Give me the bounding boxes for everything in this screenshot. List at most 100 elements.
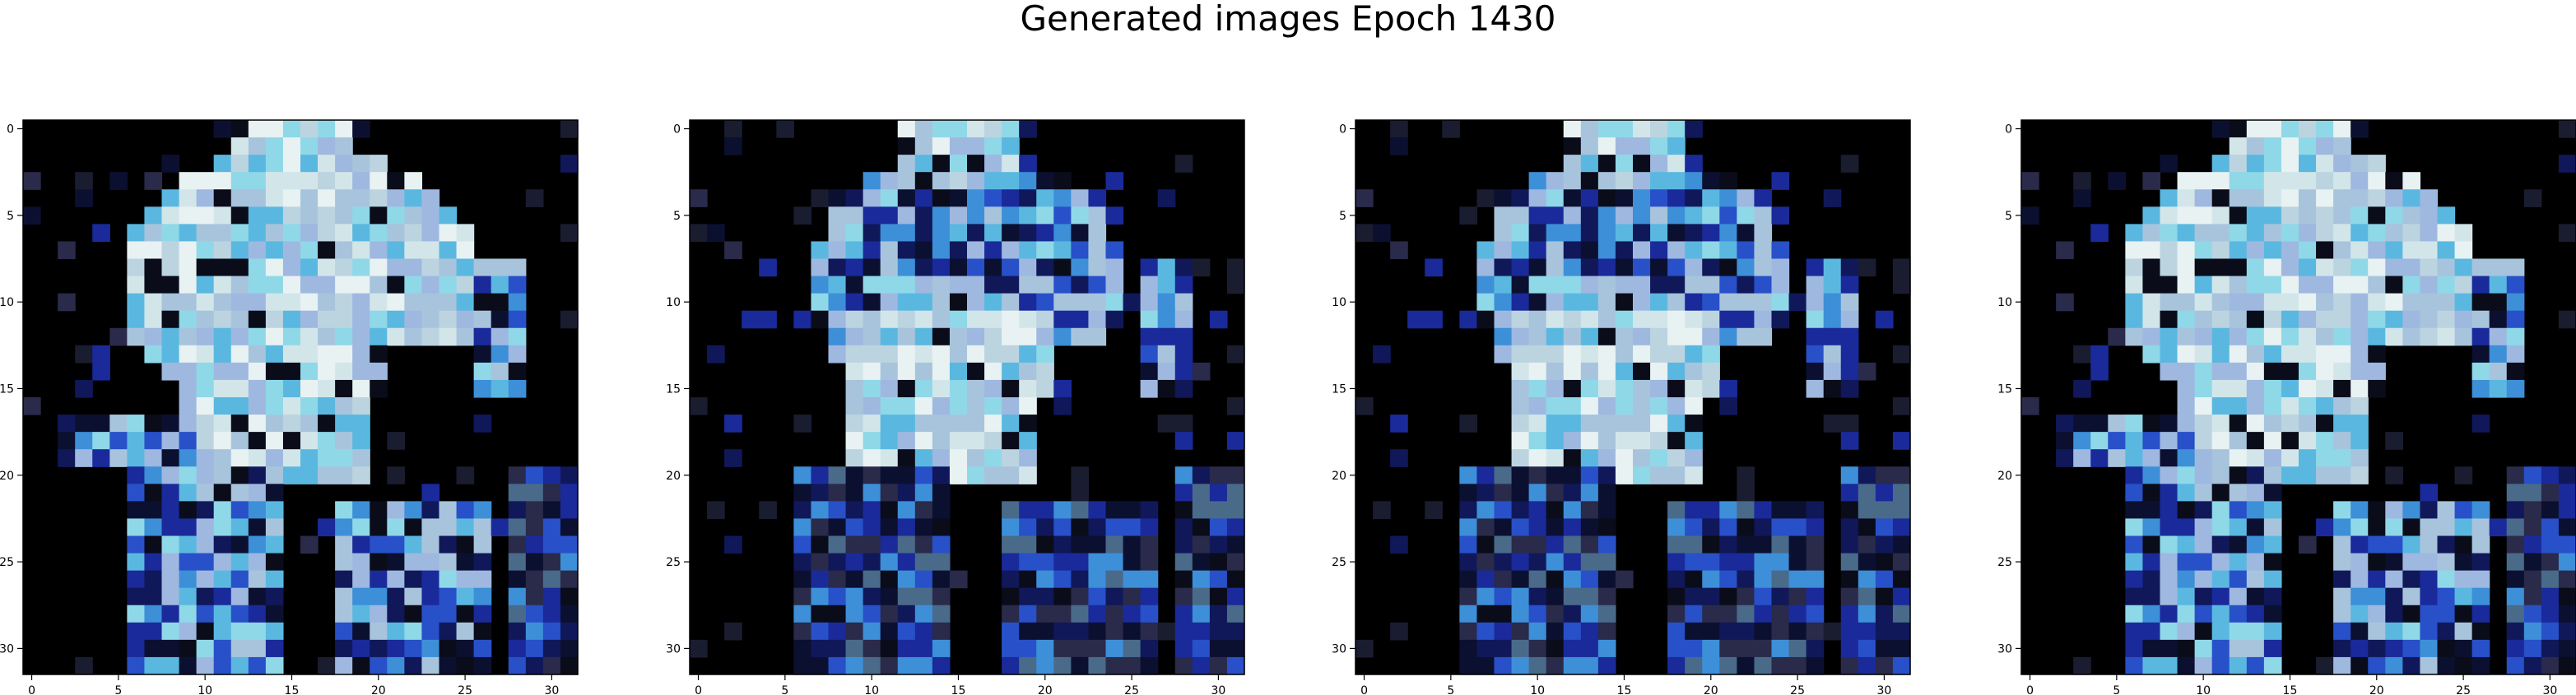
pixel — [2316, 415, 2334, 433]
pixel — [863, 276, 881, 294]
pixel — [2385, 518, 2403, 536]
pixel — [197, 345, 215, 364]
pixel — [421, 189, 439, 207]
pixel — [1019, 294, 1037, 312]
pixel — [2264, 137, 2282, 155]
pixel — [370, 380, 388, 398]
pixel — [1650, 380, 1668, 398]
pixel — [2264, 363, 2282, 381]
x-tick-label: 15 — [1617, 684, 1632, 695]
pixel — [266, 276, 284, 294]
pixel — [2402, 536, 2420, 554]
pixel — [179, 466, 198, 484]
pixel — [1876, 588, 1894, 606]
pixel — [1158, 311, 1176, 329]
pixel — [1806, 363, 1825, 381]
pixel — [231, 484, 249, 502]
pixel — [2178, 518, 2196, 536]
pixel — [690, 224, 708, 242]
pixel — [1616, 432, 1634, 450]
pixel — [915, 657, 933, 675]
pixel — [1702, 241, 1720, 259]
pixel — [898, 588, 916, 606]
pixel — [2160, 449, 2178, 467]
pixel — [543, 657, 561, 675]
pixel — [2559, 554, 2576, 572]
pixel — [1193, 554, 1211, 572]
pixel — [2402, 206, 2420, 225]
pixel — [863, 657, 881, 675]
pixel — [2142, 605, 2160, 623]
pixel — [474, 311, 492, 329]
pixel — [1019, 449, 1037, 467]
pixel — [881, 657, 899, 675]
pixel — [266, 554, 284, 572]
pixel — [231, 363, 249, 381]
pixel — [950, 415, 968, 433]
y-tick-label: 0 — [1339, 123, 1346, 137]
pixel — [2160, 536, 2178, 554]
pixel — [1841, 554, 1859, 572]
pixel — [1772, 206, 1790, 225]
pixel — [829, 345, 847, 364]
pixel — [560, 640, 579, 658]
pixel — [2230, 415, 2248, 433]
pixel — [474, 657, 492, 675]
pixel — [1227, 571, 1245, 589]
pixel — [179, 554, 198, 572]
pixel — [1071, 311, 1089, 329]
pixel — [1210, 657, 1228, 675]
pixel — [2350, 311, 2369, 329]
pixel — [1175, 380, 1193, 398]
pixel — [197, 605, 215, 623]
pixel — [1036, 276, 1054, 294]
pixel — [421, 501, 439, 519]
pixel — [2524, 605, 2542, 623]
pixel — [439, 536, 458, 554]
pixel — [1581, 137, 1599, 155]
pixel — [1476, 501, 1495, 519]
pixel — [1650, 259, 1668, 277]
pixel — [1824, 259, 1842, 277]
pixel — [2073, 432, 2091, 450]
pixel — [370, 363, 388, 381]
pixel — [1019, 623, 1037, 641]
pixel — [2212, 415, 2230, 433]
pixel — [2385, 241, 2403, 259]
pixel — [2438, 241, 2456, 259]
pixel — [266, 605, 284, 623]
pixel — [2333, 120, 2351, 138]
pixel — [690, 397, 708, 415]
pixel — [1546, 571, 1565, 589]
pixel — [2420, 276, 2438, 294]
pixel — [543, 501, 561, 519]
pixel — [2247, 415, 2265, 433]
pixel — [1053, 206, 1072, 225]
pixel — [1512, 189, 1530, 207]
pixel — [509, 501, 527, 519]
pixel — [967, 276, 985, 294]
pixel — [2333, 294, 2351, 312]
pixel — [421, 224, 439, 242]
pixel — [915, 276, 933, 294]
x-tick-label: 25 — [458, 684, 472, 695]
pixel — [1459, 466, 1477, 484]
pixel — [1210, 484, 1228, 502]
pixel — [474, 276, 492, 294]
pixel — [1841, 363, 1859, 381]
pixel — [1019, 206, 1037, 225]
pixel — [881, 640, 899, 658]
pixel — [421, 294, 439, 312]
pixel — [967, 137, 985, 155]
pixel — [2125, 259, 2143, 277]
pixel — [2299, 397, 2317, 415]
pixel — [1529, 172, 1547, 190]
pixel — [1071, 189, 1089, 207]
pixel — [1036, 189, 1054, 207]
pixel — [2420, 224, 2438, 242]
pixel — [829, 189, 847, 207]
pixel — [2264, 657, 2282, 675]
pixel — [2438, 328, 2456, 346]
pixel — [214, 155, 232, 173]
pixel — [1123, 623, 1142, 641]
